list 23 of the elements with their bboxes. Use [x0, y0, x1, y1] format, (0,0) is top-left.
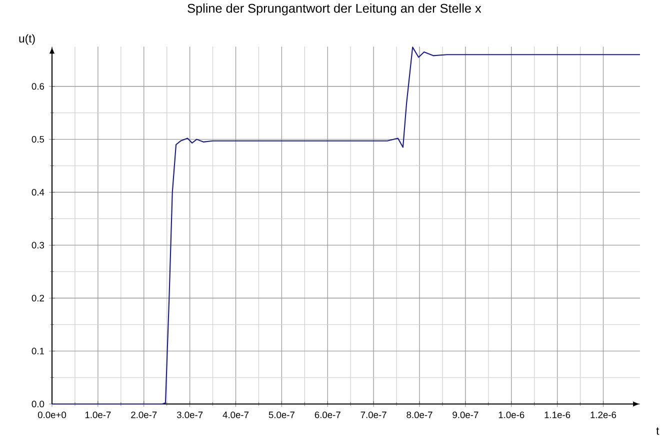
- x-tick-label: 6.0e-7: [314, 412, 340, 418]
- y-tick-label: 0.3: [32, 242, 44, 248]
- y-tick-label: 0.1: [32, 348, 44, 354]
- y-tick-label: 0.6: [32, 83, 44, 90]
- x-tick-label: 5.0e-7: [268, 412, 294, 418]
- x-tick-label: 8.0e-7: [406, 412, 432, 418]
- x-tick-label: 2.0e-7: [131, 412, 157, 418]
- x-tick-label: 9.0e-7: [452, 412, 478, 418]
- x-tick-label: 1.0e-6: [498, 412, 524, 418]
- x-tick-label: 1.0e-7: [85, 412, 111, 418]
- x-tick-label: 0.0e+0: [38, 412, 66, 418]
- x-tick-label: 4.0e-7: [222, 412, 249, 418]
- x-tick-label: 1.1e-6: [544, 412, 570, 418]
- x-tick-label: 3.0e-7: [176, 412, 203, 418]
- x-tick-label: 7.0e-7: [360, 412, 386, 418]
- y-axis-title: u(t): [19, 34, 35, 45]
- y-tick-label: 0.0: [32, 400, 44, 408]
- y-tick-label: 0.4: [32, 188, 44, 196]
- y-tick-label: 0.2: [32, 294, 44, 302]
- chart-title: Spline der Sprungantwort der Leitung an der Stelle x: [188, 3, 482, 16]
- x-tick-label: 1.2e-6: [590, 412, 616, 418]
- x-axis-title: t: [656, 427, 660, 435]
- y-tick-label: 0.5: [32, 136, 44, 143]
